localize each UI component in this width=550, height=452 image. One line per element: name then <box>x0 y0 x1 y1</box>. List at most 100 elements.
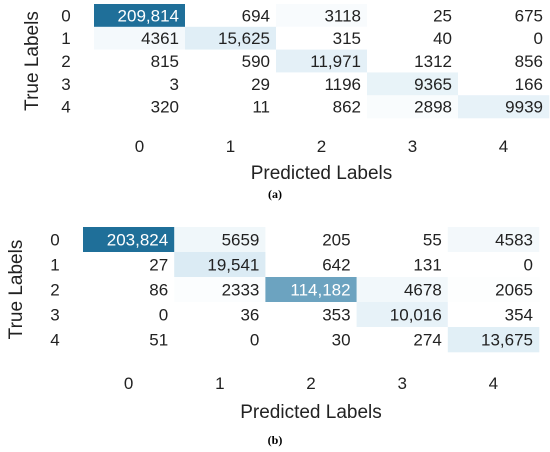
y-tick-label: 1 <box>50 256 59 275</box>
cell-value-label: 19,541 <box>207 256 259 275</box>
heatmap-cell <box>174 327 266 353</box>
cell-value-label: 51 <box>149 331 168 350</box>
cell-value-label: 205 <box>322 231 350 250</box>
cell-value-label: 2898 <box>414 98 452 117</box>
heatmap-cell <box>83 327 175 353</box>
cell-value-label: 0 <box>534 29 543 48</box>
cell-value-label: 9939 <box>505 98 543 117</box>
cell-value-label: 166 <box>515 75 543 94</box>
heatmap-cell <box>185 95 277 119</box>
heatmap-cell <box>447 302 540 328</box>
heatmap-cell <box>83 277 175 303</box>
x-axis-title: Predicted Labels <box>240 402 382 423</box>
cell-value-label: 4678 <box>404 281 442 300</box>
x-tick-label: 2 <box>317 137 326 156</box>
cell-value-label: 27 <box>149 256 168 275</box>
cell-value-label: 55 <box>423 231 442 250</box>
cell-value-label: 86 <box>149 281 168 300</box>
heatmap-cell <box>174 227 266 253</box>
heatmap-cell <box>174 277 266 303</box>
y-tick-label: 0 <box>61 6 70 25</box>
cell-value-label: 2333 <box>222 281 260 300</box>
heatmap-cell <box>276 95 368 119</box>
heatmap-cell <box>458 95 550 119</box>
cell-value-label: 36 <box>240 306 259 325</box>
heatmap-cell <box>458 72 550 96</box>
heatmap-cell <box>276 26 368 50</box>
x-tick-label: 0 <box>124 374 133 393</box>
cell-value-label: 4583 <box>495 231 533 250</box>
heatmap-cell <box>458 26 550 50</box>
heatmap-cell <box>276 4 368 28</box>
heatmap-cell <box>447 227 540 253</box>
heatmap-cell <box>83 302 175 328</box>
heatmap-cell <box>265 227 357 253</box>
heatmap-cell <box>356 227 449 253</box>
cell-value-label: 1312 <box>414 52 452 71</box>
x-tick-label: 2 <box>306 374 315 393</box>
x-tick-label: 4 <box>499 137 508 156</box>
cell-value-label: 590 <box>242 52 270 71</box>
y-tick-label: 0 <box>50 231 59 250</box>
cell-value-label: 642 <box>322 256 350 275</box>
cell-value-label: 0 <box>524 256 533 275</box>
y-tick-label: 2 <box>61 52 70 71</box>
heatmap-cell <box>276 49 368 73</box>
heatmap-cell <box>276 72 368 96</box>
heatmap-cell <box>356 252 449 278</box>
heatmap-cell <box>265 252 357 278</box>
heatmap-cell <box>94 4 186 28</box>
y-tick-label: 3 <box>61 75 70 94</box>
x-tick-label: 3 <box>408 137 417 156</box>
y-tick-label: 4 <box>50 331 59 350</box>
y-axis-title: True Labels <box>22 11 43 111</box>
y-tick-label: 4 <box>61 98 70 117</box>
heatmap-cell <box>447 327 540 353</box>
cell-value-label: 3 <box>170 75 179 94</box>
heatmap-cell <box>367 26 459 50</box>
heatmap-cell <box>447 277 540 303</box>
heatmap-cell <box>83 252 175 278</box>
heatmap-cell <box>265 327 357 353</box>
heatmap-cell <box>185 26 277 50</box>
cell-value-label: 29 <box>251 75 270 94</box>
cell-value-label: 203,824 <box>107 231 168 250</box>
x-tick-label: 0 <box>135 137 144 156</box>
cell-value-label: 274 <box>413 331 441 350</box>
heatmap-cell <box>367 95 459 119</box>
cell-value-label: 856 <box>515 52 543 71</box>
x-axis-title: Predicted Labels <box>251 163 393 184</box>
cell-value-label: 0 <box>250 331 259 350</box>
cell-value-label: 25 <box>433 6 452 25</box>
heatmap-cell <box>94 49 186 73</box>
heatmap-cell <box>356 302 449 328</box>
cell-value-label: 0 <box>159 306 168 325</box>
heatmap-cell <box>185 72 277 96</box>
heatmap-cell <box>94 72 186 96</box>
heatmap-cell <box>174 302 266 328</box>
figure-caption: (b) <box>268 433 283 447</box>
cell-value-label: 9365 <box>414 75 452 94</box>
cell-value-label: 315 <box>333 29 361 48</box>
x-tick-label: 1 <box>215 374 224 393</box>
cell-value-label: 11 <box>252 98 270 117</box>
cell-value-label: 354 <box>505 306 533 325</box>
heatmap-cell <box>458 49 550 73</box>
heatmap-cell <box>94 95 186 119</box>
cell-value-label: 209,814 <box>118 6 179 25</box>
heatmap-cell <box>265 302 357 328</box>
x-tick-label: 4 <box>489 374 498 393</box>
cell-value-label: 4361 <box>141 29 179 48</box>
cell-value-label: 40 <box>433 29 452 48</box>
cell-value-label: 2065 <box>495 281 533 300</box>
cell-value-label: 694 <box>242 6 270 25</box>
cell-value-label: 30 <box>332 331 351 350</box>
cell-value-label: 10,016 <box>390 306 442 325</box>
x-tick-label: 1 <box>226 137 235 156</box>
heatmap-cell <box>447 252 540 278</box>
figure-caption: (a) <box>268 187 282 201</box>
heatmap-cell <box>367 4 459 28</box>
